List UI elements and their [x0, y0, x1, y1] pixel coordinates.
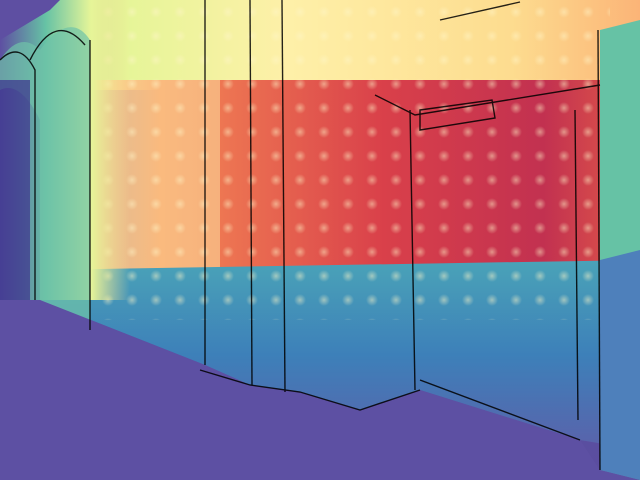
- left-arch: [0, 27, 90, 331]
- edge-lines: [0, 0, 601, 471]
- dot-texture: [90, 0, 610, 320]
- right-near-wall-lower: [600, 250, 640, 480]
- floor-foreground: [0, 300, 640, 480]
- top-left-dark-corner: [0, 0, 60, 40]
- left-pillar: [0, 80, 30, 300]
